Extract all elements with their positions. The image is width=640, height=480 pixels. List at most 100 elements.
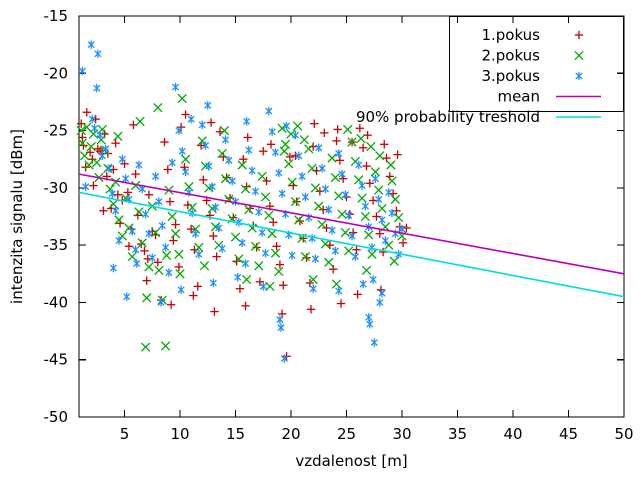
legend-item-5[interactable]: 90% probability treshold <box>356 108 601 126</box>
data-point <box>307 163 317 174</box>
x-tick-label: 25 <box>337 425 356 443</box>
data-point <box>241 301 250 311</box>
data-point <box>78 66 86 76</box>
data-point <box>205 161 213 171</box>
legend-label: 90% probability treshold <box>356 108 540 126</box>
data-point <box>320 239 331 249</box>
data-point <box>315 143 323 152</box>
series-1 <box>77 108 411 361</box>
axis-labels: -15 -20 -25 -30 -35 -40 -45 -50 5 10 15 20 25 30 35 40 4… <box>8 7 634 470</box>
data-point <box>186 224 196 234</box>
x-tick-label: 15 <box>226 425 245 443</box>
data-point <box>361 201 369 211</box>
data-point <box>204 101 212 110</box>
data-point <box>353 290 362 299</box>
data-point <box>331 279 342 289</box>
data-point <box>274 266 284 277</box>
data-point <box>357 193 367 203</box>
data-point <box>144 262 154 272</box>
data-point <box>244 204 254 215</box>
data-point <box>113 131 123 141</box>
data-point <box>199 261 210 271</box>
legend-item-1[interactable]: 1.pokus <box>481 26 584 44</box>
y-tick-label: -15 <box>44 7 69 25</box>
data-point <box>260 192 271 202</box>
data-point <box>267 229 277 239</box>
x-tick-label: 5 <box>120 425 130 443</box>
data-point <box>109 263 118 273</box>
data-point <box>123 292 131 301</box>
data-point <box>105 164 113 173</box>
data-point <box>218 244 226 253</box>
data-point <box>94 49 102 59</box>
data-point <box>310 183 321 193</box>
data-point <box>157 295 167 305</box>
data-point <box>189 291 198 300</box>
data-point <box>341 190 349 199</box>
legend-label: 1.pokus <box>481 26 540 44</box>
data-point <box>259 146 268 156</box>
chart-legend[interactable]: 1.pokus 2.pokus 3.pokus mean 90% probability… <box>356 15 625 127</box>
x-tick-label: 30 <box>392 425 411 443</box>
data-point <box>137 238 147 248</box>
legend-item-2[interactable]: 2.pokus <box>481 47 584 65</box>
data-point <box>162 250 172 261</box>
data-point <box>288 251 296 260</box>
data-point <box>241 259 250 268</box>
data-point <box>275 260 285 269</box>
data-point <box>128 227 136 236</box>
data-point <box>358 143 368 152</box>
data-point <box>321 184 330 194</box>
data-point <box>142 276 151 285</box>
data-point <box>251 187 260 196</box>
data-point <box>174 262 184 272</box>
data-point <box>364 230 374 240</box>
data-point <box>142 293 152 303</box>
data-point <box>393 150 402 159</box>
data-point <box>370 338 378 347</box>
y-tick-label: -20 <box>44 64 69 82</box>
data-point <box>375 151 385 161</box>
data-point <box>327 153 337 163</box>
data-point <box>219 125 230 136</box>
data-point <box>154 265 164 276</box>
data-point <box>328 265 338 274</box>
data-point <box>360 211 371 222</box>
data-point <box>347 137 357 147</box>
data-point <box>320 128 329 138</box>
data-point <box>266 140 276 149</box>
data-point <box>239 155 248 164</box>
data-point <box>115 236 123 245</box>
data-point <box>308 234 316 243</box>
data-point <box>308 274 318 285</box>
data-point <box>318 164 326 173</box>
data-point <box>243 133 252 142</box>
data-point <box>158 221 166 230</box>
data-point <box>88 129 99 139</box>
legend-item-4[interactable]: mean <box>497 88 601 106</box>
data-point <box>365 179 375 188</box>
data-point <box>324 257 334 267</box>
legend-item-3[interactable]: 3.pokus <box>481 67 583 85</box>
data-point <box>284 159 294 169</box>
data-point <box>150 227 161 238</box>
data-point <box>365 313 373 322</box>
data-point <box>193 282 202 291</box>
data-point <box>311 254 320 264</box>
data-point <box>336 299 346 308</box>
data-point <box>292 197 301 206</box>
data-point <box>210 307 219 316</box>
data-point <box>300 251 311 262</box>
data-point <box>271 148 280 157</box>
data-point <box>342 124 353 135</box>
data-point <box>208 182 216 191</box>
data-point <box>165 197 175 206</box>
data-point <box>241 274 252 285</box>
data-point <box>217 148 227 159</box>
data-point <box>295 151 303 160</box>
data-point <box>82 182 90 191</box>
data-point <box>269 218 278 227</box>
data-point <box>337 209 347 219</box>
data-point <box>148 253 156 262</box>
y-tick-label: -45 <box>44 351 69 369</box>
